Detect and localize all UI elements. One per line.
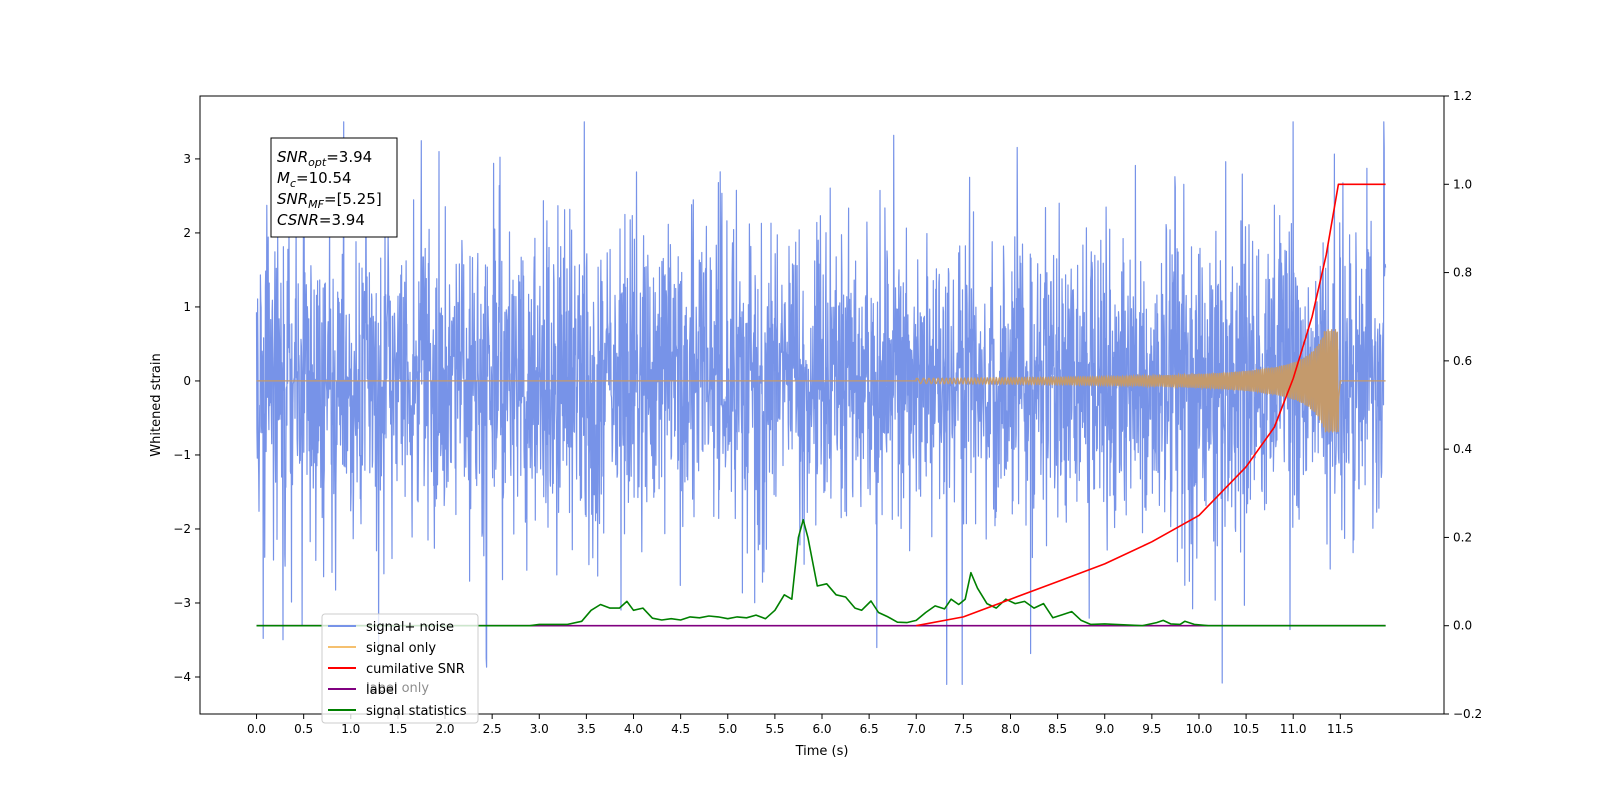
signal-only-line bbox=[256, 329, 1386, 433]
x-tick-label: 6.0 bbox=[812, 722, 831, 736]
x-tick-label: 9.0 bbox=[1095, 722, 1114, 736]
x-tick-label: 11.0 bbox=[1280, 722, 1307, 736]
x-tick-label: 0.5 bbox=[294, 722, 313, 736]
x-tick-label: 11.5 bbox=[1327, 722, 1354, 736]
x-tick-label: 10.0 bbox=[1186, 722, 1213, 736]
legend-entry-label: signal only bbox=[366, 641, 436, 656]
legend: label only signal+ noise signal only cumil… bbox=[321, 613, 479, 724]
annotation-symbol: CSNR bbox=[277, 211, 319, 229]
legend-entry-label: signal+ noise bbox=[366, 620, 454, 635]
signal-statistics-line bbox=[256, 519, 1386, 627]
annotation-line: Mc=10.54 bbox=[277, 169, 352, 190]
x-tick-label: 10.5 bbox=[1233, 722, 1260, 736]
y2-tick-label: 1.0 bbox=[1453, 177, 1472, 191]
annotation-frame bbox=[270, 137, 398, 238]
annotation-subscript: opt bbox=[308, 156, 327, 169]
x-tick-label: 6.5 bbox=[860, 722, 879, 736]
x-tick-label: 1.0 bbox=[341, 722, 360, 736]
x-tick-label: 2.0 bbox=[435, 722, 454, 736]
annotation-symbol: SNR bbox=[277, 148, 308, 166]
y-tick-label: −1 bbox=[173, 448, 191, 462]
x-tick-label: 0.0 bbox=[247, 722, 266, 736]
x-tick-label: 5.0 bbox=[718, 722, 737, 736]
y2-tick-label: 0.2 bbox=[1453, 530, 1472, 544]
y-tick-label: 0 bbox=[183, 374, 191, 388]
y2-tick-label: 1.2 bbox=[1453, 89, 1472, 103]
cumilative-snr-line bbox=[916, 183, 1386, 627]
y-axis-right: 1.2 1.0 0.8 0.6 0.4 0.2 0.0 −0.2 bbox=[1444, 89, 1482, 721]
annotation-line: SNRMF=[5.25] bbox=[277, 190, 382, 211]
y-tick-label: 3 bbox=[183, 152, 191, 166]
x-axis-label: Time (s) bbox=[795, 744, 849, 759]
legend-hidden-text: label only bbox=[366, 681, 429, 696]
legend-frame bbox=[321, 613, 479, 724]
legend-entry-label: cumilative SNR bbox=[366, 662, 465, 677]
x-tick-label: 1.5 bbox=[388, 722, 407, 736]
legend-entry-label: label bbox=[366, 683, 397, 698]
x-tick-label: 9.5 bbox=[1142, 722, 1161, 736]
y-tick-label: −2 bbox=[173, 522, 191, 536]
signal-only-series bbox=[256, 329, 1386, 433]
x-axis: 0.0 0.5 1.0 1.5 2.0 2.5 3.0 3.5 4.0 4.5 5.0 5.5 6.0 6… bbox=[247, 714, 1354, 736]
x-tick-label: 4.0 bbox=[624, 722, 643, 736]
y-tick-label: 1 bbox=[183, 300, 191, 314]
y-tick-label: 2 bbox=[183, 226, 191, 240]
legend-entry-label: signal statistics bbox=[366, 704, 467, 719]
annotation-value: =[5.25] bbox=[324, 190, 382, 208]
y-tick-label: −4 bbox=[173, 670, 191, 684]
x-tick-label: 8.5 bbox=[1048, 722, 1067, 736]
annotation-line: SNRopt=3.94 bbox=[277, 148, 372, 169]
annotation-value: =3.94 bbox=[326, 148, 372, 166]
x-tick-label: 7.0 bbox=[907, 722, 926, 736]
x-tick-label: 8.0 bbox=[1001, 722, 1020, 736]
x-tick-label: 3.0 bbox=[530, 722, 549, 736]
y2-tick-label: 0.0 bbox=[1453, 619, 1472, 633]
x-tick-label: 5.5 bbox=[765, 722, 784, 736]
annotation-subscript: c bbox=[290, 177, 296, 190]
annotation-symbol: M bbox=[277, 169, 290, 187]
annotation-value: =3.94 bbox=[319, 211, 365, 229]
annotation-line: CSNR=3.94 bbox=[277, 211, 365, 229]
y2-tick-label: 0.6 bbox=[1453, 354, 1472, 368]
y2-tick-label: −0.2 bbox=[1453, 707, 1482, 721]
y2-tick-label: 0.4 bbox=[1453, 442, 1472, 456]
x-tick-label: 3.5 bbox=[577, 722, 596, 736]
annotation-symbol: SNR bbox=[277, 190, 308, 208]
annotation-value: =10.54 bbox=[296, 169, 352, 187]
annotation-subscript: MF bbox=[308, 198, 324, 211]
y-tick-label: −3 bbox=[173, 596, 191, 610]
y-axis-left: 3 2 1 0 −1 −2 −3 −4 bbox=[173, 152, 200, 684]
x-tick-label: 2.5 bbox=[483, 722, 502, 736]
y-axis-label: Whitened strain bbox=[149, 353, 164, 456]
y2-tick-label: 0.8 bbox=[1453, 266, 1472, 280]
x-tick-label: 4.5 bbox=[671, 722, 690, 736]
x-tick-label: 7.5 bbox=[954, 722, 973, 736]
